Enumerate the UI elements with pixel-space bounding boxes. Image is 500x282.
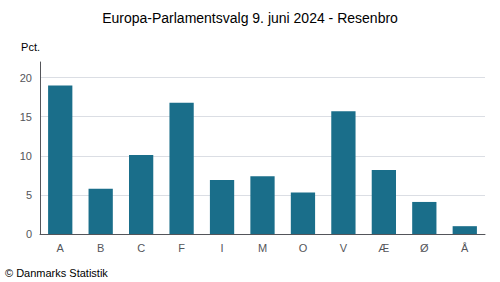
- svg-text:Å: Å: [461, 242, 469, 254]
- svg-text:O: O: [299, 242, 308, 254]
- svg-text:10: 10: [20, 150, 32, 162]
- svg-text:F: F: [178, 242, 185, 254]
- svg-text:B: B: [97, 242, 104, 254]
- svg-text:V: V: [340, 242, 348, 254]
- svg-text:20: 20: [20, 72, 32, 84]
- svg-text:Æ: Æ: [378, 242, 389, 254]
- svg-text:5: 5: [26, 189, 32, 201]
- svg-text:0: 0: [26, 228, 32, 240]
- svg-text:C: C: [137, 242, 145, 254]
- svg-text:Pct.: Pct.: [21, 41, 40, 53]
- svg-text:Ø: Ø: [420, 242, 429, 254]
- svg-text:Europa-Parlamentsvalg 9. juni: Europa-Parlamentsvalg 9. juni 2024 - Res…: [102, 10, 398, 26]
- svg-text:© Danmarks Statistik: © Danmarks Statistik: [5, 267, 108, 279]
- svg-text:I: I: [221, 242, 224, 254]
- svg-text:15: 15: [20, 111, 32, 123]
- svg-text:A: A: [57, 242, 65, 254]
- svg-text:M: M: [258, 242, 267, 254]
